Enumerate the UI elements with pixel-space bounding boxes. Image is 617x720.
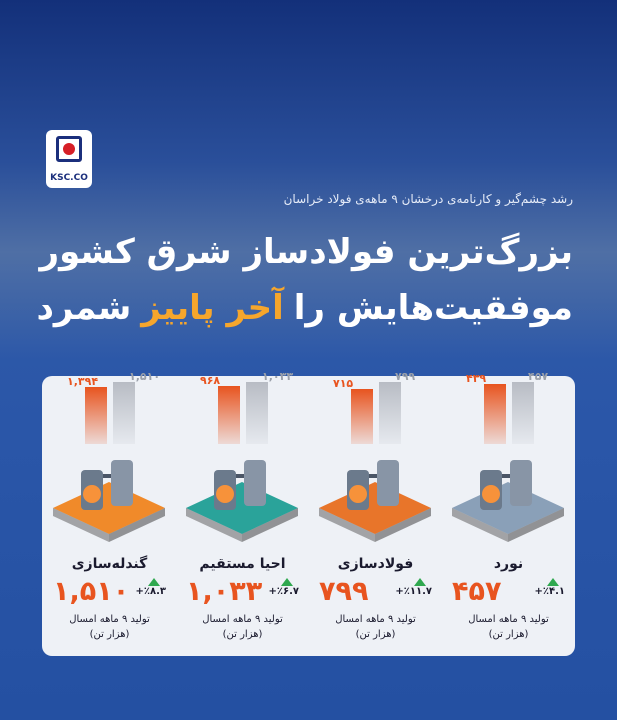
growth-rate: +٪۸.۳ bbox=[135, 586, 167, 597]
bar-label: ۴۵۷ bbox=[528, 370, 549, 383]
bar-label: ۱,۰۳۳ bbox=[262, 370, 294, 383]
illustration bbox=[452, 460, 564, 542]
category-name: نورد bbox=[493, 556, 524, 572]
bar-label: ۴۳۹ bbox=[466, 372, 487, 386]
caption: تولید ۹ ماهه امسال bbox=[69, 614, 150, 625]
bar-previous bbox=[218, 385, 240, 444]
title-highlight: آخر پاییز bbox=[141, 288, 284, 328]
bar-label: ۷۹۹ bbox=[395, 370, 416, 383]
title-line: موفقیت‌هایش را آخر پاییز شمرد bbox=[36, 288, 573, 328]
growth-arrow bbox=[281, 578, 293, 586]
current-value: ۷۹۹ bbox=[319, 576, 369, 607]
growth-arrow bbox=[414, 578, 426, 586]
illustration bbox=[53, 460, 165, 542]
current-value: ۴۵۷ bbox=[452, 576, 502, 607]
caption: تولید ۹ ماهه امسال bbox=[202, 614, 283, 625]
growth-rate: +٪۴.۱ bbox=[534, 586, 566, 597]
title-part: موفقیت‌هایش را bbox=[293, 288, 573, 328]
growth-rate: +٪۶.۷ bbox=[268, 586, 300, 597]
logo: KSC.CO bbox=[46, 130, 92, 188]
bar-label: ۱,۳۹۴ bbox=[67, 374, 99, 388]
title-part: شمرد bbox=[36, 288, 132, 328]
bar-previous bbox=[484, 384, 506, 444]
bar-current bbox=[379, 382, 401, 444]
unit: (هزار تن) bbox=[355, 629, 396, 640]
bar-label: ۹۶۸ bbox=[200, 373, 221, 387]
stat-card: ۷۱۵ ۷۹۹ فولادسازی ۷۹۹ +٪۱۱.۷ تولید ۹ ماهه ام… bbox=[309, 370, 442, 656]
subtitle: رشد چشم‌گیر و کارنامه‌ی درخشان ۹ ماهه‌ی … bbox=[283, 192, 573, 206]
growth-rate: +٪۱۱.۷ bbox=[395, 586, 432, 597]
growth-arrow bbox=[148, 578, 160, 586]
stat-card: ۱,۳۹۴ ۱,۵۱۰ گندله‌سازی ۱,۵۱۰ +٪۸.۳ تولید ۹ م… bbox=[43, 370, 176, 656]
category-name: احیا مستقیم bbox=[199, 556, 286, 572]
bar-current bbox=[246, 382, 268, 444]
bar-label: ۷۱۵ bbox=[333, 376, 354, 390]
logo-text: KSC.CO bbox=[50, 173, 88, 183]
unit: (هزار تن) bbox=[222, 629, 263, 640]
bar-previous bbox=[85, 386, 107, 444]
current-value: ۱,۵۱۰ bbox=[53, 576, 130, 607]
stats-panel: ۴۳۹ ۴۵۷ نورد ۴۵۷ +٪۴.۱ تولید ۹ ماهه امسال (هز… bbox=[42, 370, 575, 656]
stat-card: ۹۶۸ ۱,۰۳۳ احیا مستقیم ۱,۰۳۳ +٪۶.۷ تولید ۹ ما… bbox=[176, 370, 309, 656]
category-name: گندله‌سازی bbox=[71, 556, 148, 572]
bar-previous bbox=[351, 388, 373, 444]
current-value: ۱,۰۳۳ bbox=[186, 576, 263, 607]
background bbox=[0, 0, 617, 360]
illustration bbox=[186, 460, 298, 542]
caption: تولید ۹ ماهه امسال bbox=[335, 614, 416, 625]
unit: (هزار تن) bbox=[89, 629, 130, 640]
bar-current bbox=[113, 382, 135, 444]
caption: تولید ۹ ماهه امسال bbox=[468, 614, 549, 625]
category-name: فولادسازی bbox=[337, 556, 414, 572]
title-line: بزرگ‌ترین فولادساز شرق کشور bbox=[39, 232, 573, 272]
illustration bbox=[319, 460, 431, 542]
stat-card: ۴۳۹ ۴۵۷ نورد ۴۵۷ +٪۴.۱ تولید ۹ ماهه امسال (هز… bbox=[442, 370, 575, 656]
unit: (هزار تن) bbox=[488, 629, 529, 640]
bar-label: ۱,۵۱۰ bbox=[129, 370, 161, 383]
bar-current bbox=[512, 382, 534, 444]
growth-arrow bbox=[547, 578, 559, 586]
